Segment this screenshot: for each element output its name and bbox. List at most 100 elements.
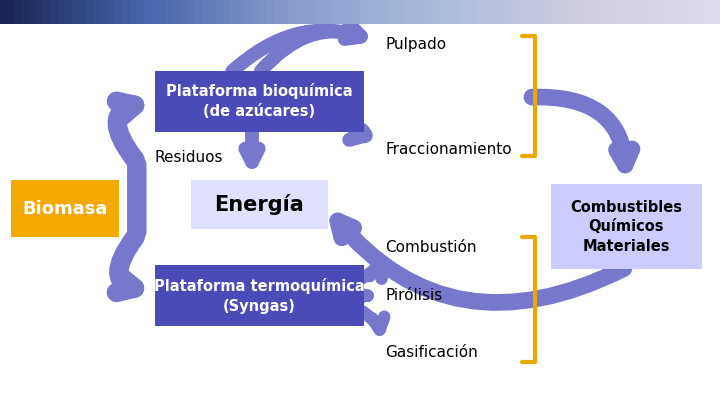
Bar xyxy=(259,0,266,24)
Bar xyxy=(173,0,180,24)
Bar xyxy=(50,0,58,24)
Text: Fraccionamiento: Fraccionamiento xyxy=(385,142,512,158)
Bar xyxy=(518,0,526,24)
Bar xyxy=(202,0,209,24)
Text: Pirólisis: Pirólisis xyxy=(385,288,443,303)
Bar xyxy=(583,0,590,24)
Bar xyxy=(158,0,166,24)
Bar xyxy=(713,0,720,24)
Bar xyxy=(634,0,641,24)
Bar xyxy=(418,0,425,24)
Bar xyxy=(281,0,288,24)
FancyBboxPatch shape xyxy=(551,184,702,269)
FancyBboxPatch shape xyxy=(191,180,328,229)
Bar xyxy=(194,0,202,24)
Text: Combustión: Combustión xyxy=(385,239,477,255)
Bar xyxy=(547,0,554,24)
Bar xyxy=(554,0,562,24)
Text: Pulpado: Pulpado xyxy=(385,37,446,52)
FancyBboxPatch shape xyxy=(11,180,119,237)
Bar xyxy=(86,0,94,24)
Bar xyxy=(238,0,245,24)
Bar xyxy=(482,0,490,24)
Bar xyxy=(331,0,338,24)
Bar xyxy=(274,0,281,24)
Bar xyxy=(22,0,29,24)
Bar xyxy=(612,0,619,24)
Bar xyxy=(360,0,367,24)
Bar xyxy=(0,0,7,24)
Bar xyxy=(461,0,468,24)
Bar xyxy=(684,0,691,24)
Bar xyxy=(432,0,439,24)
Bar xyxy=(648,0,655,24)
Bar xyxy=(79,0,86,24)
Bar xyxy=(130,0,137,24)
Bar xyxy=(223,0,230,24)
Bar xyxy=(317,0,324,24)
Bar xyxy=(14,0,22,24)
Bar xyxy=(475,0,482,24)
Bar xyxy=(310,0,317,24)
Bar xyxy=(29,0,36,24)
Bar xyxy=(511,0,518,24)
Bar xyxy=(389,0,396,24)
Text: Gasificación: Gasificación xyxy=(385,345,478,360)
Bar xyxy=(101,0,108,24)
Text: Biomasa: Biomasa xyxy=(22,200,107,217)
Bar xyxy=(122,0,130,24)
Bar xyxy=(706,0,713,24)
Bar xyxy=(338,0,346,24)
Bar xyxy=(302,0,310,24)
Text: Plataforma termoquímica
(Syngas): Plataforma termoquímica (Syngas) xyxy=(154,278,364,313)
Bar xyxy=(410,0,418,24)
Bar xyxy=(374,0,382,24)
Bar xyxy=(396,0,403,24)
Bar xyxy=(346,0,353,24)
Bar xyxy=(569,0,576,24)
Bar xyxy=(43,0,50,24)
Bar xyxy=(698,0,706,24)
Bar xyxy=(94,0,101,24)
Text: Combustibles
Químicos
Materiales: Combustibles Químicos Materiales xyxy=(570,200,683,254)
Bar xyxy=(446,0,454,24)
Bar xyxy=(626,0,634,24)
Bar xyxy=(562,0,569,24)
Bar xyxy=(540,0,547,24)
Bar xyxy=(490,0,497,24)
Bar xyxy=(677,0,684,24)
FancyBboxPatch shape xyxy=(155,71,364,132)
Bar xyxy=(58,0,65,24)
Bar xyxy=(180,0,187,24)
Bar xyxy=(216,0,223,24)
Text: Plataforma bioquímica
(de azúcares): Plataforma bioquímica (de azúcares) xyxy=(166,83,353,119)
FancyBboxPatch shape xyxy=(155,265,364,326)
Bar xyxy=(166,0,173,24)
Bar xyxy=(691,0,698,24)
Bar xyxy=(295,0,302,24)
Bar xyxy=(353,0,360,24)
Bar xyxy=(324,0,331,24)
Bar xyxy=(266,0,274,24)
Bar xyxy=(468,0,475,24)
Bar xyxy=(144,0,151,24)
Bar xyxy=(137,0,144,24)
Bar xyxy=(230,0,238,24)
Bar xyxy=(151,0,158,24)
Bar xyxy=(662,0,670,24)
Bar xyxy=(252,0,259,24)
Bar xyxy=(598,0,605,24)
Bar xyxy=(65,0,72,24)
Text: Energía: Energía xyxy=(215,194,304,215)
Bar xyxy=(115,0,122,24)
Bar xyxy=(187,0,194,24)
Bar xyxy=(209,0,216,24)
Bar xyxy=(108,0,115,24)
Bar xyxy=(497,0,504,24)
Bar xyxy=(382,0,389,24)
Bar xyxy=(641,0,648,24)
Bar xyxy=(670,0,677,24)
Bar xyxy=(576,0,583,24)
Bar xyxy=(454,0,461,24)
Bar xyxy=(425,0,432,24)
